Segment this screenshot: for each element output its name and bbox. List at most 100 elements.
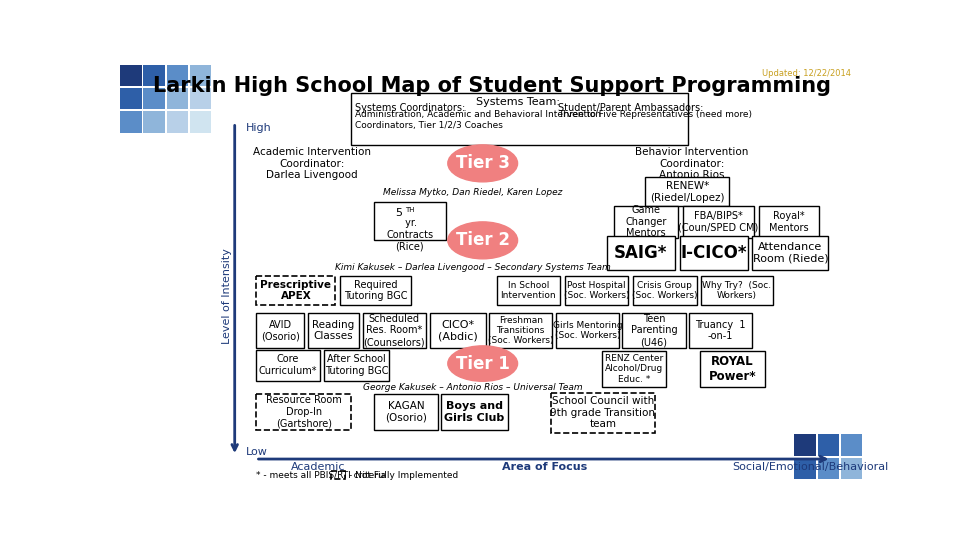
Text: Academic Intervention
Coordinator:
Darlea Livengood: Academic Intervention Coordinator: Darle…: [253, 147, 372, 180]
FancyBboxPatch shape: [841, 434, 862, 456]
Text: RENZ Center
Alcohol/Drug
Educ. *: RENZ Center Alcohol/Drug Educ. *: [605, 354, 663, 384]
FancyBboxPatch shape: [190, 88, 211, 110]
Text: CICO*
(Abdic): CICO* (Abdic): [438, 320, 478, 341]
Text: High: High: [246, 123, 272, 133]
Text: Boys and
Girls Club: Boys and Girls Club: [444, 401, 504, 423]
FancyBboxPatch shape: [564, 276, 629, 305]
FancyBboxPatch shape: [143, 111, 165, 132]
FancyBboxPatch shape: [340, 276, 412, 305]
Text: Reading
Classes: Reading Classes: [312, 320, 354, 341]
FancyBboxPatch shape: [753, 236, 828, 269]
FancyBboxPatch shape: [841, 457, 862, 479]
FancyBboxPatch shape: [190, 65, 211, 86]
FancyBboxPatch shape: [683, 206, 754, 238]
FancyBboxPatch shape: [602, 351, 665, 387]
FancyBboxPatch shape: [256, 394, 351, 430]
Text: Scheduled
Res. Room*
(Counselors): Scheduled Res. Room* (Counselors): [364, 314, 425, 347]
Text: Behavior Intervention
Coordinator:
Antonio Rios: Behavior Intervention Coordinator: Anton…: [636, 147, 749, 180]
Text: Why Try?  (Soc.
Workers): Why Try? (Soc. Workers): [703, 281, 772, 300]
Ellipse shape: [447, 222, 517, 259]
FancyBboxPatch shape: [551, 393, 655, 433]
Text: Kimi Kakusek – Darlea Livengood – Secondary Systems Team: Kimi Kakusek – Darlea Livengood – Second…: [335, 264, 611, 273]
Text: SAIG*: SAIG*: [614, 244, 667, 262]
FancyBboxPatch shape: [614, 206, 678, 238]
FancyBboxPatch shape: [794, 434, 816, 456]
Text: * - meets all PBIS/RTI criteria: * - meets all PBIS/RTI criteria: [256, 471, 387, 480]
FancyBboxPatch shape: [430, 313, 486, 348]
Text: TH: TH: [405, 207, 415, 213]
Ellipse shape: [447, 145, 517, 182]
FancyBboxPatch shape: [143, 88, 165, 110]
Text: Social/Emotional/Behavioral: Social/Emotional/Behavioral: [732, 462, 889, 472]
FancyBboxPatch shape: [622, 313, 685, 348]
FancyBboxPatch shape: [166, 111, 188, 132]
Text: Resource Room
Drop-In
(Gartshore): Resource Room Drop-In (Gartshore): [266, 395, 342, 429]
Text: Melissa Mytko, Dan Riedel, Karen Lopez: Melissa Mytko, Dan Riedel, Karen Lopez: [383, 188, 563, 197]
Text: Core
Curriculum*: Core Curriculum*: [259, 354, 318, 376]
FancyBboxPatch shape: [363, 313, 426, 348]
FancyBboxPatch shape: [120, 88, 142, 110]
Text: I-CICO*: I-CICO*: [681, 244, 747, 262]
Ellipse shape: [447, 346, 517, 381]
FancyBboxPatch shape: [256, 350, 320, 381]
Text: Area of Focus: Area of Focus: [502, 462, 588, 472]
FancyBboxPatch shape: [143, 65, 165, 86]
FancyBboxPatch shape: [331, 471, 345, 479]
FancyBboxPatch shape: [680, 236, 748, 269]
Text: Teen
Parenting
(U46): Teen Parenting (U46): [631, 314, 678, 347]
Text: AVID
(Osorio): AVID (Osorio): [261, 320, 300, 341]
FancyBboxPatch shape: [441, 394, 508, 430]
Text: FBA/BIPS*
(Coun/SPED CM): FBA/BIPS* (Coun/SPED CM): [678, 211, 758, 233]
FancyBboxPatch shape: [496, 276, 561, 305]
Text: Larkin High School Map of Student Support Programming: Larkin High School Map of Student Suppor…: [153, 76, 831, 96]
Text: Academic: Academic: [291, 462, 345, 472]
Text: RENEW*
(Riedel/Lopez): RENEW* (Riedel/Lopez): [650, 181, 725, 202]
Text: ROYAL
Power*: ROYAL Power*: [708, 355, 756, 383]
FancyBboxPatch shape: [351, 92, 688, 145]
FancyBboxPatch shape: [818, 457, 839, 479]
Text: Freshman
Transitions
(Soc. Workers): Freshman Transitions (Soc. Workers): [488, 315, 553, 346]
FancyBboxPatch shape: [256, 276, 335, 305]
FancyBboxPatch shape: [190, 111, 211, 132]
Text: Required
Tutoring BGC: Required Tutoring BGC: [344, 280, 407, 301]
Text: Three to Five Representatives (need more): Three to Five Representatives (need more…: [558, 110, 752, 119]
Text: Royal*
Mentors: Royal* Mentors: [769, 211, 808, 233]
Text: Attendance
Room (Riede): Attendance Room (Riede): [753, 242, 828, 264]
FancyBboxPatch shape: [374, 202, 445, 240]
FancyBboxPatch shape: [758, 206, 819, 238]
FancyBboxPatch shape: [307, 313, 359, 348]
Text: Truancy  1
-on-1: Truancy 1 -on-1: [695, 320, 746, 341]
Text: Prescriptive
APEX: Prescriptive APEX: [260, 280, 331, 301]
Text: Low: Low: [246, 447, 268, 457]
Text: yr.
Contracts
(Rice): yr. Contracts (Rice): [386, 218, 433, 251]
Text: Tier 2: Tier 2: [456, 231, 510, 249]
FancyBboxPatch shape: [489, 313, 552, 348]
Text: Level of Intensity: Level of Intensity: [222, 248, 232, 344]
FancyBboxPatch shape: [166, 88, 188, 110]
FancyBboxPatch shape: [689, 313, 753, 348]
FancyBboxPatch shape: [633, 276, 697, 305]
Text: 5: 5: [396, 208, 402, 218]
Text: Crisis Group
(Soc. Workers): Crisis Group (Soc. Workers): [632, 281, 698, 300]
FancyBboxPatch shape: [374, 394, 438, 430]
FancyBboxPatch shape: [700, 351, 765, 387]
FancyBboxPatch shape: [166, 65, 188, 86]
Text: Tier 3: Tier 3: [456, 154, 510, 172]
Text: In School
Intervention: In School Intervention: [500, 281, 556, 300]
FancyBboxPatch shape: [794, 457, 816, 479]
FancyBboxPatch shape: [645, 177, 730, 206]
Text: School Council with
9th grade Transition
team: School Council with 9th grade Transition…: [550, 396, 656, 429]
FancyBboxPatch shape: [701, 276, 773, 305]
FancyBboxPatch shape: [556, 313, 619, 348]
Text: Updated: 12/22/2014: Updated: 12/22/2014: [761, 70, 851, 78]
Text: Tier 1: Tier 1: [456, 355, 510, 373]
FancyBboxPatch shape: [818, 434, 839, 456]
FancyBboxPatch shape: [120, 111, 142, 132]
FancyBboxPatch shape: [256, 313, 304, 348]
Text: Systems Team:: Systems Team:: [475, 97, 560, 107]
FancyBboxPatch shape: [607, 236, 675, 269]
Text: George Kakusek – Antonio Rios – Universal Team: George Kakusek – Antonio Rios – Universa…: [363, 383, 583, 392]
Text: - Not Fully Implemented: - Not Fully Implemented: [348, 471, 458, 480]
Text: Systems Coordinators:: Systems Coordinators:: [355, 103, 465, 113]
FancyBboxPatch shape: [324, 350, 389, 381]
